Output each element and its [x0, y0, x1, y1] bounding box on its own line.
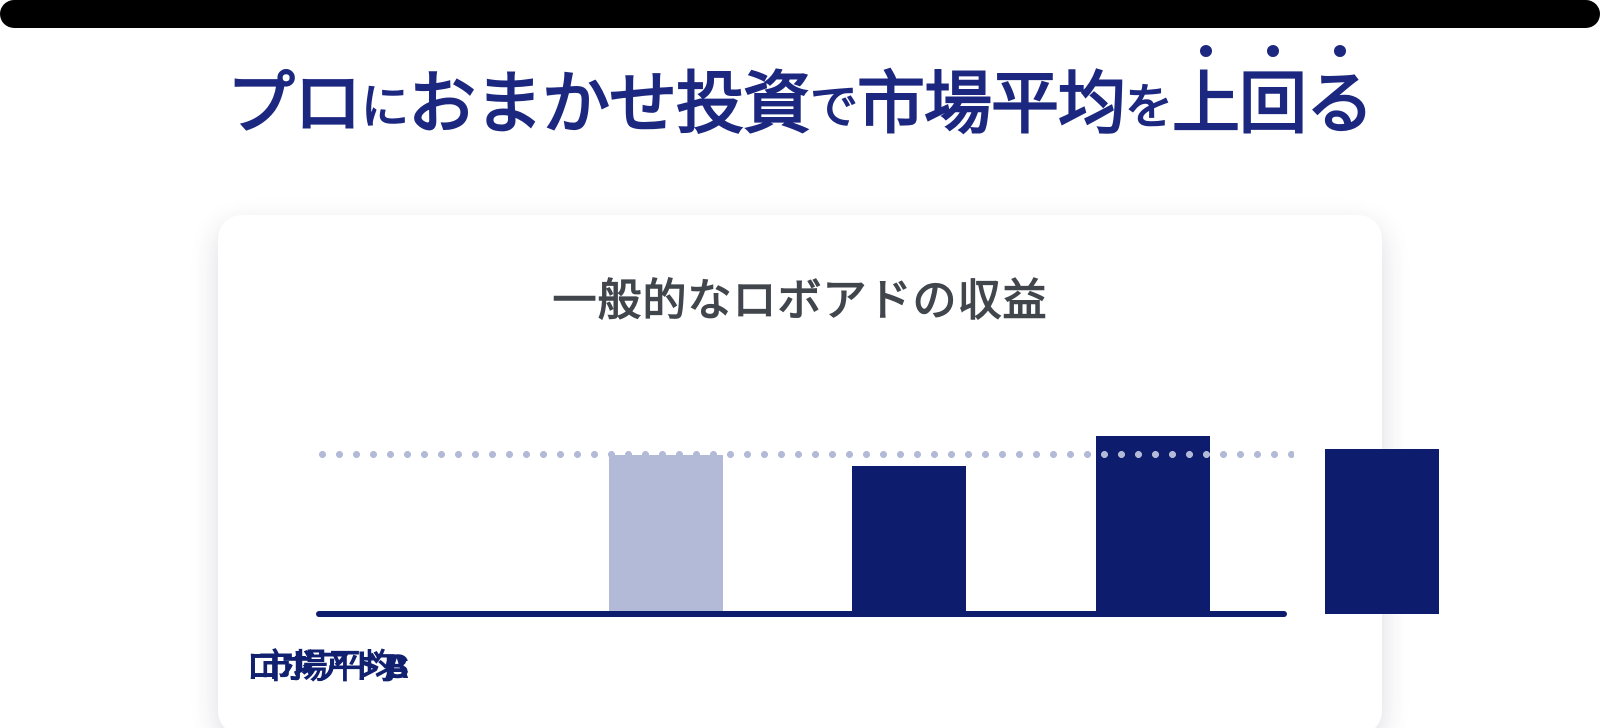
- bar-label: ロボアドC: [246, 648, 410, 686]
- title-segment: おまかせ投資: [407, 66, 811, 142]
- top-black-bar: [0, 0, 1600, 28]
- title-segment: に: [360, 81, 409, 134]
- bar-label: ロボアドB: [246, 648, 410, 686]
- title-emphasized-char: 上: [1172, 66, 1240, 142]
- title-segment: プロ: [226, 66, 362, 142]
- bar: [609, 455, 723, 614]
- chart-card: 一般的なロボアドの収益 市場平均 ロボアドA ロボアドB ロボアドC: [218, 215, 1439, 728]
- bar: [1096, 436, 1210, 614]
- x-axis-line: [316, 611, 1287, 617]
- market-average-dotted-line: [318, 450, 1294, 459]
- bar: [1325, 449, 1439, 614]
- title-segment: 市場平均: [856, 66, 1126, 142]
- chart-title: 一般的なロボアドの収益: [552, 276, 1048, 325]
- title-emphasized-char: 回: [1239, 66, 1307, 142]
- page-title: プロ に おまかせ投資 で 市場平均 を 上 回 る: [0, 70, 1600, 138]
- bar-label: ロボアドA: [246, 648, 410, 686]
- title-emphasized-char: る: [1306, 66, 1374, 142]
- title-segment: で: [809, 81, 858, 134]
- bar-chart: [218, 215, 1439, 614]
- title-segment: を: [1125, 81, 1173, 134]
- bar: [852, 466, 966, 614]
- bar-label: 市場平均: [259, 648, 397, 686]
